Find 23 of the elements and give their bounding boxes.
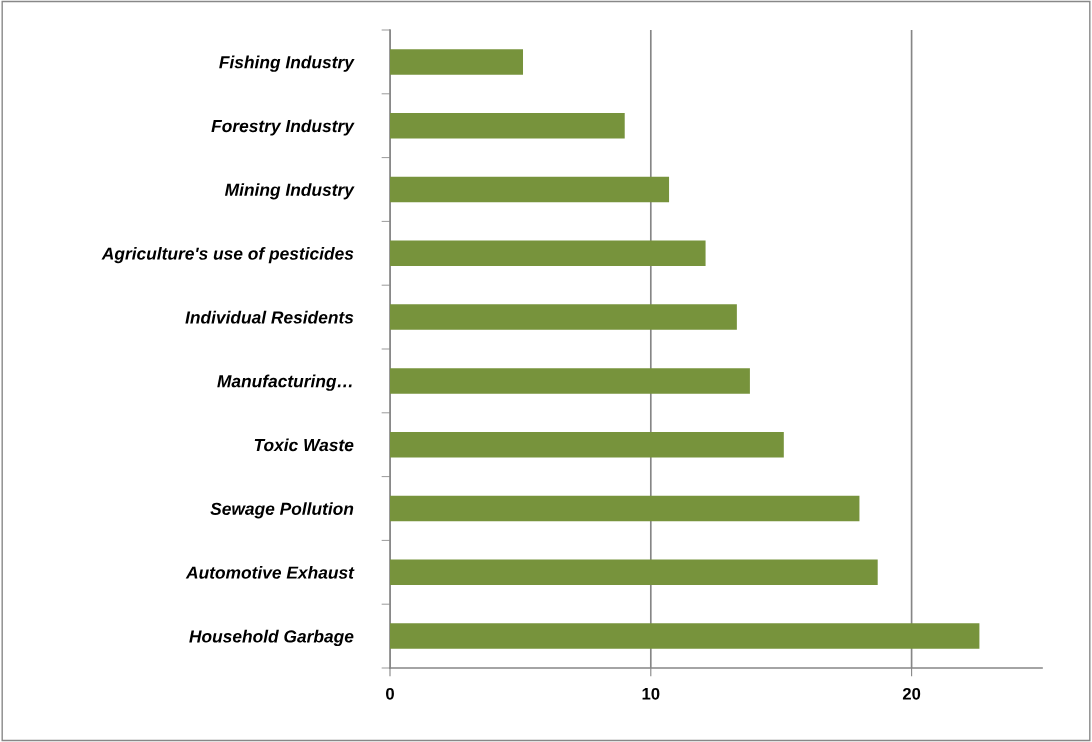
x-tick-label: 10 xyxy=(642,687,660,700)
y-tick-label: Toxic Waste xyxy=(254,438,354,452)
y-tick-label: Automotive Exhaust xyxy=(185,566,355,579)
x-tick-label: 0 xyxy=(386,687,394,700)
bar xyxy=(390,240,706,267)
bar xyxy=(390,559,878,586)
bar xyxy=(390,623,980,649)
y-tick-label: Individual Residents xyxy=(185,310,354,324)
bar xyxy=(390,49,524,75)
y-tick-label: Fishing Industry xyxy=(219,55,355,72)
bar xyxy=(390,304,737,330)
bar xyxy=(390,176,670,203)
bar xyxy=(390,431,784,458)
bar xyxy=(390,495,860,522)
y-tick-label: Sewage Pollution xyxy=(210,502,354,519)
y-tick-label: Household Garbage xyxy=(189,629,354,646)
y-tick-label: Agriculture's use of pesticides xyxy=(101,247,354,264)
y-tick-label: Mining Industry xyxy=(224,183,355,200)
x-tick-label: 20 xyxy=(902,687,921,700)
y-tick-label: Forestry Industry xyxy=(211,119,355,136)
bar xyxy=(390,112,625,139)
bar xyxy=(390,368,750,394)
y-tick-label: Manufacturing… xyxy=(217,374,352,391)
